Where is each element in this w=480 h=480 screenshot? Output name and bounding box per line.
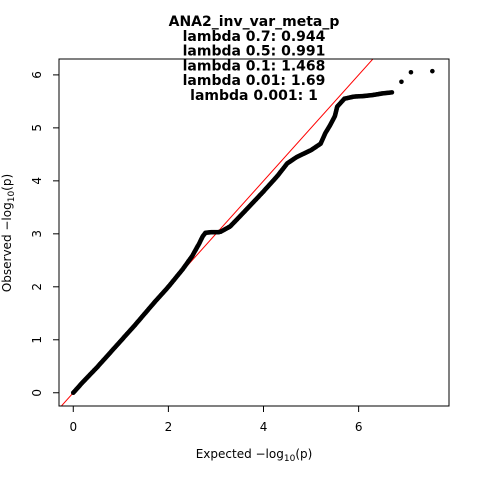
chart-title-lambda-line: lambda 0.5: 0.991	[183, 44, 326, 60]
chart-title-lambda-line: lambda 0.7: 0.944	[183, 29, 326, 45]
data-point-outlier	[399, 79, 404, 85]
y-tick-label: 5	[30, 124, 44, 132]
x-axis-label-prefix: Expected −log	[196, 447, 284, 461]
y-axis-label-suffix: (p)	[0, 174, 14, 191]
x-tick-label: 0	[69, 420, 77, 434]
plot-frame	[58, 58, 450, 407]
data-point	[389, 90, 395, 95]
chart-title-main: ANA2_inv_var_meta_p	[169, 14, 340, 30]
y-tick-label: 1	[30, 336, 44, 344]
chart-title-lambda-line: lambda 0.1: 1.468	[183, 58, 326, 74]
data-points-layer	[70, 68, 435, 396]
x-axis: 0 2 4 6	[69, 406, 362, 434]
chart-title-lambda-line: lambda 0.01: 1.69	[183, 73, 326, 89]
y-axis-label-subscript: 10	[7, 191, 17, 203]
y-tick-label: 0	[30, 389, 44, 397]
y-axis: 0 1 2 3 4 5 6	[30, 71, 59, 397]
x-tick-label: 2	[165, 420, 173, 434]
x-axis-label-suffix: (p)	[295, 447, 312, 461]
y-axis-label: Observed −log10(p)	[0, 174, 17, 292]
y-axis-label-prefix: Observed −log	[0, 202, 14, 292]
y-tick-label: 6	[30, 71, 44, 79]
x-tick-label: 4	[260, 420, 268, 434]
x-axis-label-subscript: 10	[284, 454, 296, 464]
data-point-outlier	[430, 68, 435, 74]
y-tick-label: 2	[30, 283, 44, 291]
chart-title-lambda-line: lambda 0.001: 1	[190, 88, 318, 104]
x-tick-label: 6	[355, 420, 363, 434]
data-point-outlier	[408, 69, 414, 75]
y-tick-label: 4	[30, 177, 44, 185]
x-axis-label: Expected −log10(p)	[196, 447, 313, 464]
y-tick-label: 3	[30, 230, 44, 238]
